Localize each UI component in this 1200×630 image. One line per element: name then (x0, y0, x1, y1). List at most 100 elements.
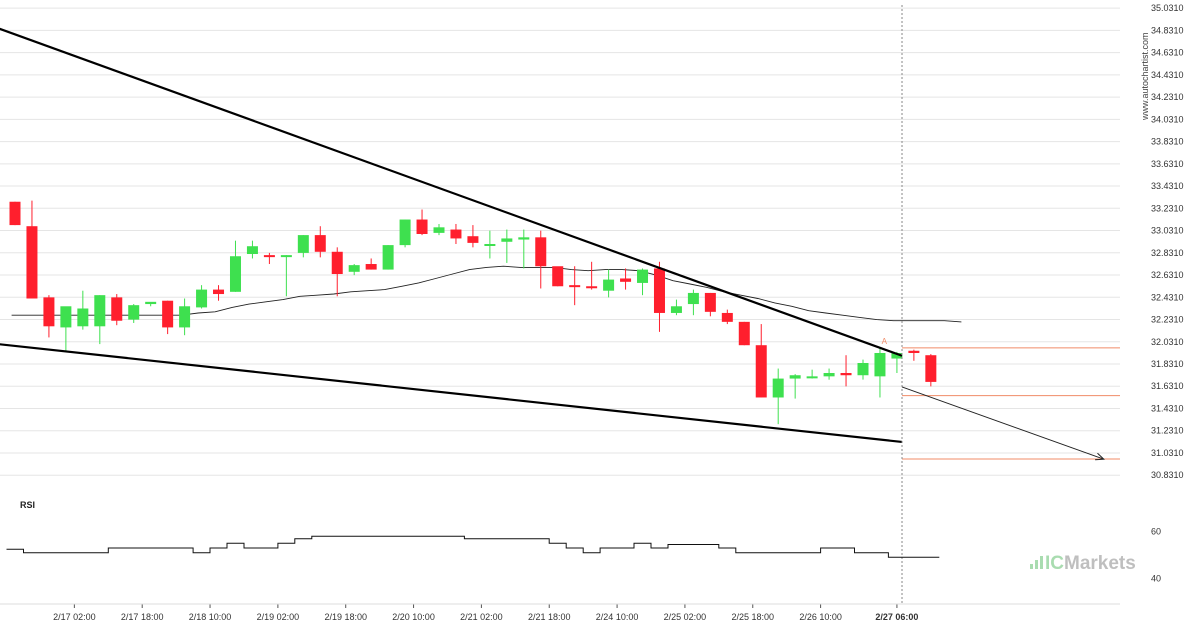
candle-bearish (213, 285, 225, 301)
y-tick-label: 34.6310 (1151, 48, 1184, 58)
trendlines (0, 27, 903, 444)
candle-bullish (382, 245, 394, 270)
y-axis-labels: 35.0310 34.8310 34.6310 34.4310 34.2310 34.03… (1151, 3, 1184, 480)
candle-body (535, 237, 547, 267)
y-tick-label: 35.0310 (1151, 3, 1184, 13)
candle-body (620, 278, 632, 282)
candle-bearish (9, 201, 21, 226)
candle-bullish (823, 368, 835, 380)
candle-body (484, 244, 496, 246)
candle-bearish (925, 354, 937, 387)
candle-bearish (586, 261, 598, 290)
candle-body (552, 266, 564, 287)
candle-bullish (518, 229, 530, 269)
forecast-line (901, 386, 1105, 460)
candle-bullish (501, 229, 513, 263)
candle-bullish (670, 299, 682, 316)
y-tick-label: 32.2310 (1151, 315, 1184, 325)
candle-body (857, 363, 869, 376)
candle-bullish (179, 298, 191, 336)
candle-body (721, 312, 733, 322)
candle-body (569, 285, 581, 288)
candle-bearish (755, 324, 767, 398)
candle-bullish (874, 348, 886, 398)
candle-body (789, 375, 801, 379)
candle-body (196, 289, 208, 308)
x-tick-label: 2/25 18:00 (731, 612, 774, 622)
trendline-support (0, 343, 903, 444)
candle-bullish (348, 264, 360, 276)
y-tick-label: 33.8310 (1151, 137, 1184, 147)
brand-name: ICMarkets (1045, 553, 1136, 574)
candle-bullish (789, 374, 801, 399)
candle-bearish (450, 223, 462, 244)
candle-body (603, 279, 615, 291)
candle-body (162, 300, 174, 328)
candle-body (382, 245, 394, 270)
y-tick-label: 32.8310 (1151, 248, 1184, 258)
candle-body (229, 256, 241, 292)
candle-body (687, 292, 699, 305)
x-tick-label: 2/18 10:00 (189, 612, 232, 622)
y-tick-label: 31.0310 (1151, 448, 1184, 458)
candle-bearish (331, 247, 343, 297)
candle-bullish (687, 289, 699, 316)
brand-icon (1030, 556, 1043, 569)
candle-body (755, 345, 767, 398)
candle-body (653, 268, 665, 313)
candle-body (874, 352, 886, 377)
candle-body (925, 355, 937, 382)
candle-bearish (43, 295, 55, 338)
y-tick-label: 33.4310 (1151, 181, 1184, 191)
candle-body (77, 308, 89, 327)
x-tick-label: 2/26 10:00 (799, 612, 842, 622)
candle-body (297, 235, 309, 253)
candle-body (9, 201, 21, 226)
candle-body (772, 378, 784, 398)
y-tick-label: 32.4310 (1151, 292, 1184, 302)
brand-logo: ICMarkets (1030, 553, 1136, 574)
x-tick-label: 2/19 18:00 (324, 612, 367, 622)
candle-bullish (772, 368, 784, 425)
candles (9, 200, 937, 425)
candle-body (179, 306, 191, 328)
rsi-tick-label: 60 (1151, 527, 1161, 537)
y-tick-label: 34.4310 (1151, 70, 1184, 80)
candle-bullish (603, 269, 615, 298)
candle-bullish (145, 301, 157, 307)
y-tick-label: 31.6310 (1151, 381, 1184, 391)
candle-bullish (229, 240, 241, 292)
x-tick-label: 2/19 02:00 (257, 612, 300, 622)
candle-body (467, 236, 479, 243)
candle-body (43, 297, 55, 327)
rsi-line (6, 535, 940, 558)
x-tick-label: 2/17 18:00 (121, 612, 164, 622)
candle-bearish (721, 309, 733, 325)
y-tick-label: 34.8310 (1151, 25, 1184, 35)
candle-body (891, 352, 903, 359)
candle-body (246, 246, 258, 255)
rsi-tick-label: 40 (1151, 573, 1161, 583)
y-tick-label: 32.0310 (1151, 337, 1184, 347)
candle-body (416, 219, 428, 234)
candle-body (586, 286, 598, 289)
candle-bearish (365, 258, 377, 270)
y-tick-label: 34.0310 (1151, 114, 1184, 124)
candle-bearish (840, 355, 852, 387)
candle-bullish (891, 351, 903, 374)
x-tick-label: 2/21 18:00 (528, 612, 571, 622)
candle-bearish (467, 225, 479, 248)
candle-bearish (314, 226, 326, 258)
alert-marker: A (882, 337, 888, 346)
candle-bullish (806, 369, 818, 379)
candle-body (365, 264, 377, 270)
candle-bullish (637, 268, 649, 296)
candle-body (637, 269, 649, 283)
target-levels (902, 347, 1120, 460)
candle-body (399, 219, 411, 246)
y-tick-label: 30.8310 (1151, 470, 1184, 480)
x-tick-label: 2/21 02:00 (460, 612, 503, 622)
candle-bearish (416, 209, 428, 236)
candle-bearish (162, 300, 174, 335)
